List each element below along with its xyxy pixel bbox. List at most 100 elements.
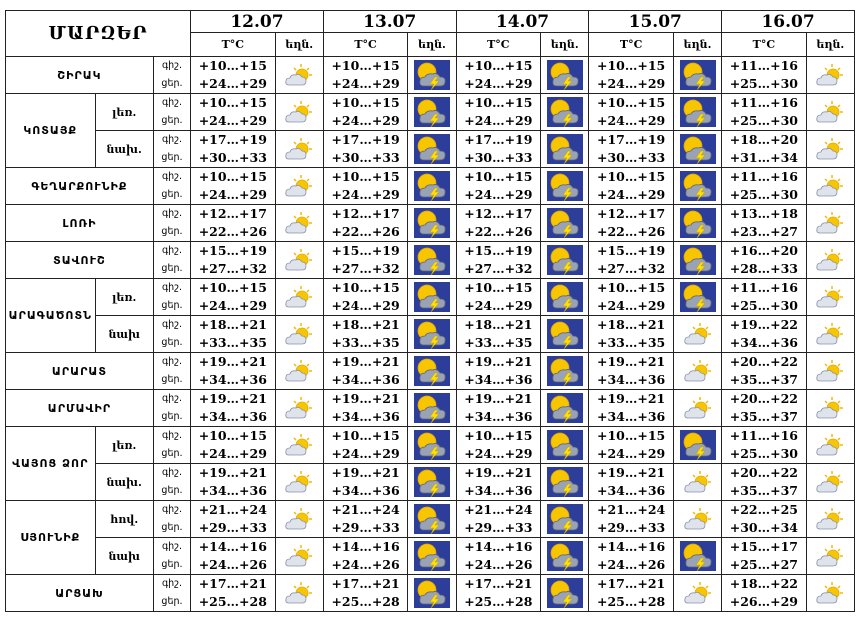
thunderstorm-icon [540, 574, 590, 612]
region-row: ԼՈՌԻ գիշ. ցեր. +12…+17 +22…+26 +12…+17 +22…+26… [5, 204, 856, 242]
day-temperature: +24…+29 [464, 446, 533, 461]
temperature-cell: +10…+15 +24…+29 [322, 426, 409, 464]
thunderstorm-icon [407, 500, 457, 538]
temperature-cell: +19…+21 +34…+36 [322, 389, 409, 427]
night-label: գիշ. [161, 134, 182, 145]
thunderstorm-icon [407, 130, 457, 168]
day-temperature: +28…+33 [729, 261, 798, 276]
temperature-cell: +17…+19 +30…+33 [190, 130, 276, 168]
day-label: ցեր. [161, 485, 183, 496]
day-temperature: +24…+29 [198, 298, 267, 313]
thunderstorm-icon [540, 537, 590, 575]
day-temperature: +34…+36 [198, 372, 267, 387]
temperature-cell: +11…+16 +25…+30 [721, 426, 807, 464]
temperature-cell: +22…+25 +30…+34 [721, 500, 807, 538]
night-temperature: +14…+16 [596, 539, 666, 554]
day-temperature: +34…+36 [596, 409, 666, 424]
temperature-cell: +19…+21 +34…+36 [190, 389, 276, 427]
temperature-cell: +20…+22 +35…+37 [721, 389, 807, 427]
day-temperature: +24…+29 [331, 298, 400, 313]
day-temperature: +26…+29 [729, 594, 798, 609]
partly-cloudy-icon [805, 352, 856, 390]
temperature-cell: +15…+19 +27…+32 [455, 241, 542, 279]
night-temperature: +17…+21 [331, 576, 400, 591]
region-name: ԿՈՏԱՅՔ [5, 93, 96, 168]
thunderstorm-icon [672, 93, 723, 131]
day-temperature: +23…+27 [729, 224, 798, 239]
thunderstorm-icon [540, 500, 590, 538]
region-row: ԱՐԱՐԱՏ գիշ. ցեր. +19…+21 +34…+36 +19…+21 +34…+… [5, 352, 856, 390]
day-temperature: +27…+32 [464, 261, 533, 276]
thunderstorm-icon [672, 56, 723, 94]
night-temperature: +10…+15 [596, 428, 666, 443]
forecast-table: ՄԱՐԶԵՐ 12.07 13.07 14.07 15.07 16.07 T°C… [4, 10, 856, 612]
thunderstorm-icon [540, 278, 590, 316]
day-temperature: +34…+36 [596, 372, 666, 387]
temperature-cell: +19…+21 +34…+36 [455, 352, 542, 390]
region-name: ՍՅՈՒՆԻՔ [5, 500, 96, 575]
day-temperature: +27…+32 [596, 261, 666, 276]
partly-cloudy-icon [672, 352, 723, 390]
partly-cloudy-icon [672, 500, 723, 538]
night-label: գիշ. [161, 356, 182, 367]
region-row: ԱՐՄԱՎԻՐ գիշ. ցեր. +19…+21 +34…+36 +19…+21 +34…… [5, 389, 856, 427]
thunderstorm-icon [407, 167, 457, 205]
temperature-cell: +17…+19 +30…+33 [588, 130, 674, 168]
day-label: ցեր. [161, 300, 183, 311]
region-row: ՇԻՐԱԿ գիշ. ցեր. +10…+15 +24…+29 +10…+15 +24…+2… [5, 56, 856, 94]
temperature-cell: +10…+15 +24…+29 [322, 167, 409, 205]
partly-cloudy-icon [274, 278, 324, 316]
temperature-cell: +19…+22 +34…+36 [721, 315, 807, 353]
thunderstorm-icon [540, 352, 590, 390]
temperature-cell: +10…+15 +24…+29 [455, 278, 542, 316]
night-temperature: +15…+19 [464, 243, 533, 258]
temperature-cell: +15…+17 +25…+27 [721, 537, 807, 575]
temperature-cell: +19…+21 +34…+36 [588, 463, 674, 501]
night-temperature: +10…+15 [596, 58, 666, 73]
night-label: գիշ. [161, 97, 182, 108]
day-temperature: +35…+37 [729, 372, 798, 387]
weather-column-header: եղն. [407, 32, 457, 57]
forecast-body: ՇԻՐԱԿ գիշ. ցեր. +10…+15 +24…+29 +10…+15 +24…+2… [5, 56, 856, 612]
night-temperature: +19…+21 [198, 465, 267, 480]
day-label: ցեր. [161, 559, 183, 570]
partly-cloudy-icon [805, 389, 856, 427]
partly-cloudy-icon [805, 130, 856, 168]
night-temperature: +18…+20 [729, 132, 798, 147]
night-temperature: +14…+16 [198, 539, 267, 554]
night-temperature: +10…+15 [596, 95, 666, 110]
thunderstorm-icon [540, 56, 590, 94]
temperature-cell: +14…+16 +24…+26 [588, 537, 674, 575]
temperature-cell: +11…+16 +25…+30 [721, 93, 807, 131]
night-temperature: +10…+15 [464, 169, 533, 184]
partly-cloudy-icon [274, 463, 324, 501]
partly-cloudy-icon [805, 463, 856, 501]
night-temperature: +19…+21 [331, 465, 400, 480]
day-temperature: +24…+29 [198, 187, 267, 202]
night-temperature: +18…+21 [596, 317, 666, 332]
day-temperature: +34…+36 [331, 409, 400, 424]
temperature-cell: +10…+15 +24…+29 [455, 167, 542, 205]
night-temperature: +10…+15 [464, 280, 533, 295]
region-name: ԼՈՌԻ [5, 204, 154, 242]
partly-cloudy-icon [805, 574, 856, 612]
night-temperature: +19…+21 [464, 354, 533, 369]
temperature-cell: +10…+15 +24…+29 [455, 93, 542, 131]
day-temperature: +22…+26 [596, 224, 666, 239]
partly-cloudy-icon [672, 463, 723, 501]
day-temperature: +22…+26 [464, 224, 533, 239]
night-temperature: +18…+21 [464, 317, 533, 332]
day-temperature: +24…+26 [464, 557, 533, 572]
night-temperature: +17…+19 [331, 132, 400, 147]
night-temperature: +10…+15 [198, 428, 267, 443]
night-temperature: +19…+21 [198, 391, 267, 406]
temperature-cell: +11…+16 +25…+30 [721, 278, 807, 316]
night-temperature: +19…+22 [729, 317, 798, 332]
day-label: ցեր. [161, 374, 183, 385]
night-temperature: +17…+21 [596, 576, 666, 591]
temperature-cell: +10…+15 +24…+29 [190, 167, 276, 205]
night-temperature: +18…+22 [729, 576, 798, 591]
temperature-cell: +21…+24 +29…+33 [190, 500, 276, 538]
night-temperature: +13…+18 [729, 206, 798, 221]
day-temperature: +27…+32 [331, 261, 400, 276]
